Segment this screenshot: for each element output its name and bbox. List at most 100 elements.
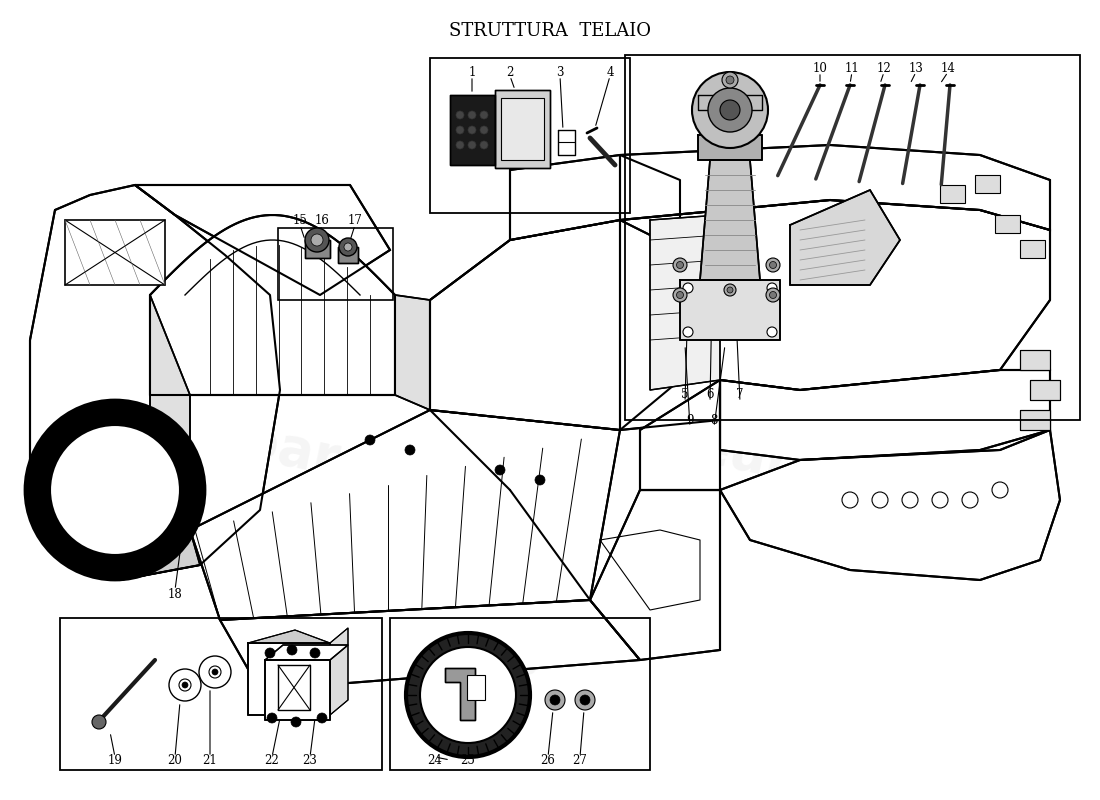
Polygon shape bbox=[620, 200, 1050, 430]
Circle shape bbox=[310, 648, 320, 658]
Polygon shape bbox=[700, 160, 760, 280]
Bar bbox=[60, 618, 382, 770]
Circle shape bbox=[550, 695, 560, 705]
Text: 17: 17 bbox=[348, 214, 362, 226]
Circle shape bbox=[683, 327, 693, 337]
Circle shape bbox=[287, 645, 297, 655]
Text: 18: 18 bbox=[167, 589, 183, 602]
Bar bbox=[625, 55, 1080, 420]
Polygon shape bbox=[1020, 410, 1050, 430]
Polygon shape bbox=[248, 643, 330, 715]
Bar bbox=[65, 220, 165, 285]
Polygon shape bbox=[698, 135, 762, 160]
Bar bbox=[430, 58, 630, 213]
Circle shape bbox=[468, 126, 476, 134]
Text: 27: 27 bbox=[573, 754, 587, 766]
Text: 24: 24 bbox=[428, 754, 442, 766]
Circle shape bbox=[267, 713, 277, 723]
Circle shape bbox=[673, 258, 688, 272]
Circle shape bbox=[676, 262, 683, 269]
Circle shape bbox=[209, 666, 221, 678]
Polygon shape bbox=[1030, 380, 1060, 400]
Text: 16: 16 bbox=[315, 214, 329, 226]
Text: 8: 8 bbox=[711, 414, 717, 426]
Text: 22: 22 bbox=[265, 754, 279, 766]
Bar bbox=[1020, 240, 1045, 258]
Text: 6: 6 bbox=[706, 389, 714, 402]
Bar bbox=[278, 228, 393, 300]
Circle shape bbox=[92, 715, 106, 729]
Circle shape bbox=[766, 258, 780, 272]
Text: 7: 7 bbox=[736, 389, 744, 402]
Polygon shape bbox=[590, 490, 720, 660]
Text: 3: 3 bbox=[557, 66, 563, 78]
Circle shape bbox=[50, 425, 180, 555]
Bar bbox=[500, 98, 544, 160]
Circle shape bbox=[199, 656, 231, 688]
Circle shape bbox=[468, 111, 476, 119]
Bar bbox=[468, 675, 485, 700]
Polygon shape bbox=[720, 370, 1050, 460]
Circle shape bbox=[544, 690, 565, 710]
Circle shape bbox=[727, 287, 733, 293]
Polygon shape bbox=[135, 185, 390, 295]
Text: 14: 14 bbox=[940, 62, 956, 74]
Circle shape bbox=[480, 141, 488, 149]
Polygon shape bbox=[330, 628, 348, 715]
Circle shape bbox=[365, 435, 375, 445]
Text: STRUTTURA  TELAIO: STRUTTURA TELAIO bbox=[449, 22, 651, 40]
Circle shape bbox=[265, 648, 275, 658]
Circle shape bbox=[305, 228, 329, 252]
Circle shape bbox=[420, 647, 516, 743]
Polygon shape bbox=[190, 410, 620, 620]
Polygon shape bbox=[265, 645, 348, 660]
Circle shape bbox=[495, 465, 505, 475]
Polygon shape bbox=[265, 660, 330, 720]
Circle shape bbox=[456, 126, 464, 134]
Circle shape bbox=[456, 141, 464, 149]
Text: 23: 23 bbox=[302, 754, 318, 766]
Circle shape bbox=[344, 243, 352, 251]
Circle shape bbox=[770, 262, 777, 269]
Circle shape bbox=[575, 690, 595, 710]
Text: 25: 25 bbox=[461, 754, 475, 766]
Polygon shape bbox=[30, 460, 200, 580]
Circle shape bbox=[708, 88, 752, 132]
Circle shape bbox=[456, 111, 464, 119]
Circle shape bbox=[767, 283, 777, 293]
Text: 21: 21 bbox=[202, 754, 218, 766]
Text: 2: 2 bbox=[506, 66, 514, 78]
Circle shape bbox=[767, 327, 777, 337]
Circle shape bbox=[468, 141, 476, 149]
Circle shape bbox=[480, 111, 488, 119]
Polygon shape bbox=[430, 220, 680, 430]
Polygon shape bbox=[790, 190, 900, 285]
Polygon shape bbox=[680, 280, 780, 340]
Text: 5: 5 bbox=[681, 389, 689, 402]
Polygon shape bbox=[150, 215, 395, 395]
Circle shape bbox=[673, 288, 688, 302]
Bar bbox=[975, 175, 1000, 193]
Circle shape bbox=[692, 72, 768, 148]
Polygon shape bbox=[305, 240, 330, 258]
Bar bbox=[390, 618, 650, 770]
Text: 4: 4 bbox=[606, 66, 614, 78]
Circle shape bbox=[169, 669, 201, 701]
Polygon shape bbox=[698, 95, 762, 110]
Text: 1: 1 bbox=[469, 66, 475, 78]
Text: eurospares: eurospares bbox=[294, 596, 542, 684]
Polygon shape bbox=[620, 145, 1050, 230]
Text: 11: 11 bbox=[845, 62, 859, 74]
Polygon shape bbox=[720, 430, 1060, 580]
Circle shape bbox=[724, 284, 736, 296]
Text: 20: 20 bbox=[167, 754, 183, 766]
Text: 19: 19 bbox=[108, 754, 122, 766]
Polygon shape bbox=[640, 380, 720, 490]
Text: 9: 9 bbox=[686, 414, 694, 426]
Polygon shape bbox=[446, 668, 475, 720]
Bar bbox=[996, 215, 1020, 233]
Text: 12: 12 bbox=[877, 62, 891, 74]
Polygon shape bbox=[338, 247, 358, 263]
Circle shape bbox=[292, 717, 301, 727]
Circle shape bbox=[580, 695, 590, 705]
